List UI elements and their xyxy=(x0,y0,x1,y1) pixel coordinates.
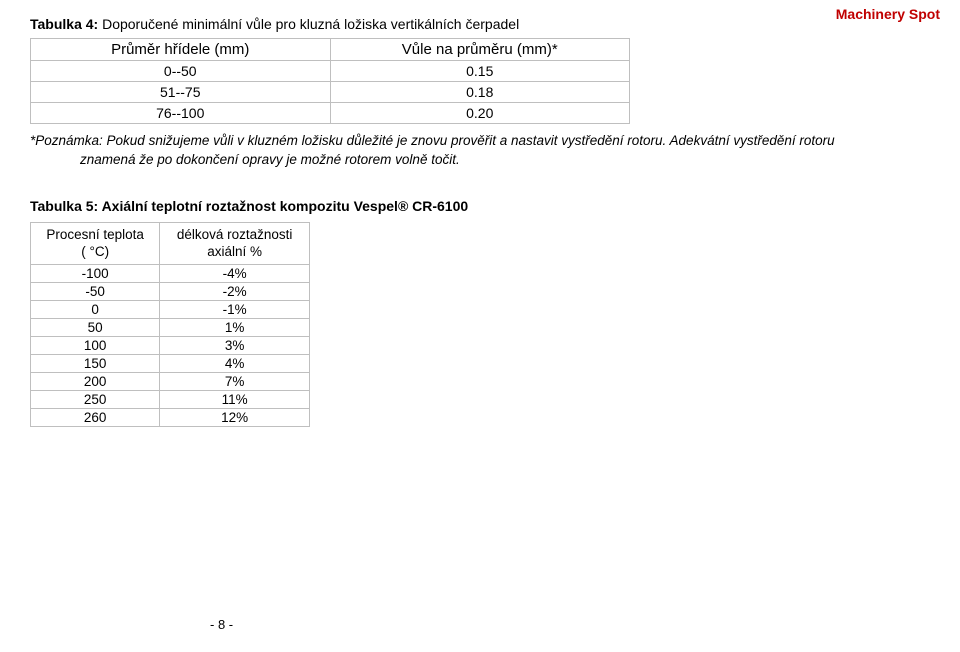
table-row: 0--50 0.15 xyxy=(31,61,630,82)
table-row: 26012% xyxy=(31,408,310,426)
table4-caption-bold: Tabulka 4: xyxy=(30,16,98,32)
cell: 250 xyxy=(31,390,160,408)
cell: -4% xyxy=(160,264,310,282)
table5: Procesní teplota ( °C) délková roztažnos… xyxy=(30,222,310,427)
cell: 100 xyxy=(31,336,160,354)
table-row: 2007% xyxy=(31,372,310,390)
col1-line2: ( °C) xyxy=(81,244,109,259)
table4: Průměr hřídele (mm) Vůle na průměru (mm)… xyxy=(30,38,630,124)
cell: 150 xyxy=(31,354,160,372)
table-row: 0-1% xyxy=(31,300,310,318)
cell: 11% xyxy=(160,390,310,408)
table-row: -50-2% xyxy=(31,282,310,300)
brand-header: Machinery Spot xyxy=(836,6,940,22)
cell: 0.20 xyxy=(330,103,630,124)
cell: 200 xyxy=(31,372,160,390)
table-row: 76--100 0.20 xyxy=(31,103,630,124)
table-row: 1003% xyxy=(31,336,310,354)
cell: 0.15 xyxy=(330,61,630,82)
cell: 7% xyxy=(160,372,310,390)
col2-line1: délková roztažnosti xyxy=(177,227,293,242)
table5-col2: délková roztažnosti axiální % xyxy=(160,222,310,264)
table5-col1: Procesní teplota ( °C) xyxy=(31,222,160,264)
cell: 0 xyxy=(31,300,160,318)
cell: 1% xyxy=(160,318,310,336)
table-row: -100-4% xyxy=(31,264,310,282)
table4-caption: Tabulka 4: Doporučené minimální vůle pro… xyxy=(30,16,930,32)
cell: 0.18 xyxy=(330,82,630,103)
table4-caption-rest: Doporučené minimální vůle pro kluzná lož… xyxy=(98,16,519,32)
page-content: Tabulka 4: Doporučené minimální vůle pro… xyxy=(0,0,960,427)
table-row: 25011% xyxy=(31,390,310,408)
cell: 76--100 xyxy=(31,103,331,124)
table-row: 51--75 0.18 xyxy=(31,82,630,103)
note-line1: *Poznámka: Pokud snižujeme vůli v kluzné… xyxy=(30,133,835,148)
cell: -1% xyxy=(160,300,310,318)
cell: 0--50 xyxy=(31,61,331,82)
cell: -50 xyxy=(31,282,160,300)
table4-col1: Průměr hřídele (mm) xyxy=(31,39,331,61)
table4-footnote: *Poznámka: Pokud snižujeme vůli v kluzné… xyxy=(30,132,930,170)
table4-col2: Vůle na průměru (mm)* xyxy=(330,39,630,61)
cell: 12% xyxy=(160,408,310,426)
cell: 260 xyxy=(31,408,160,426)
cell: 51--75 xyxy=(31,82,331,103)
note-line2: znamená že po dokončení opravy je možné … xyxy=(30,151,930,170)
cell: 3% xyxy=(160,336,310,354)
table5-caption: Tabulka 5: Axiální teplotní roztažnost k… xyxy=(30,198,930,214)
cell: -2% xyxy=(160,282,310,300)
cell: 4% xyxy=(160,354,310,372)
cell: -100 xyxy=(31,264,160,282)
page-number: - 8 - xyxy=(210,617,233,632)
col1-line1: Procesní teplota xyxy=(46,227,144,242)
table-row: 1504% xyxy=(31,354,310,372)
table-row: 501% xyxy=(31,318,310,336)
cell: 50 xyxy=(31,318,160,336)
col2-line2: axiální % xyxy=(207,244,262,259)
